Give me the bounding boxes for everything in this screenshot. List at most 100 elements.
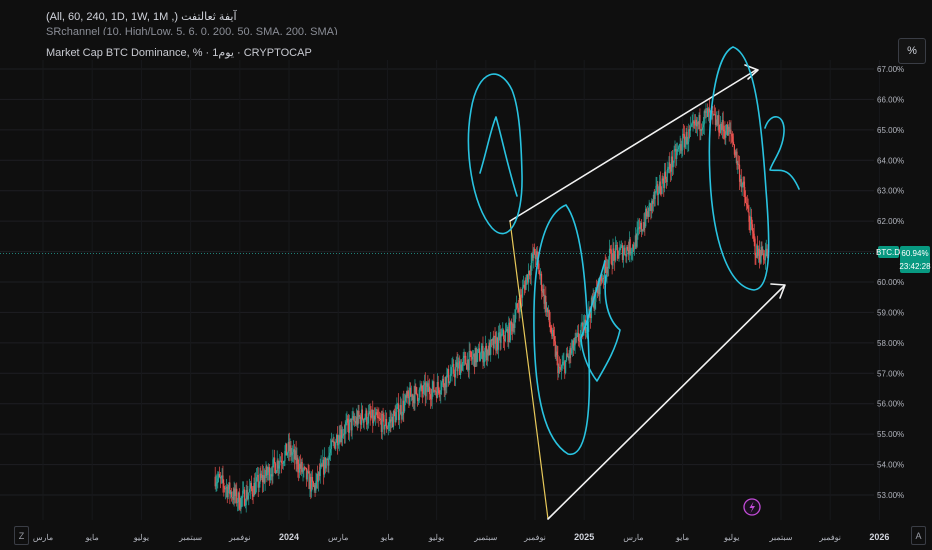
candle-body [323, 457, 326, 475]
candle-body [377, 416, 379, 418]
candle-body [620, 246, 622, 249]
candle-body [272, 459, 274, 477]
candle-body [309, 477, 311, 489]
candle-body [277, 460, 279, 469]
candle-body [406, 391, 408, 398]
candle-body [507, 329, 509, 343]
candle-body [499, 332, 501, 343]
timezone-toggle-button[interactable]: Z [14, 526, 29, 545]
candle-body [319, 467, 321, 477]
percent-scale-button[interactable]: % [898, 38, 926, 64]
candle-body [743, 181, 745, 187]
candle-body [387, 426, 389, 429]
candle-body [618, 254, 620, 259]
indicator-legend[interactable]: SRchannel (10, High/Low, 5, 6, 0, 200, 5… [46, 26, 338, 35]
candle-body [450, 373, 452, 375]
x-tick-label: يوليو [428, 533, 444, 542]
candle-body [339, 435, 341, 443]
candle-body [536, 251, 538, 257]
candle-body [664, 171, 666, 189]
auto-scale-button[interactable]: A [911, 526, 926, 545]
x-tick-label: سبتمبر [769, 533, 793, 542]
candle-body [465, 355, 467, 365]
candle-body [758, 248, 760, 260]
candle-body [297, 457, 299, 470]
candle-body [542, 288, 544, 293]
candle-body [497, 332, 500, 350]
candle-body [534, 248, 536, 255]
chart-grid [0, 60, 880, 520]
y-tick-label: 58.00% [877, 339, 904, 348]
candle-body [474, 348, 476, 367]
candle-body [466, 364, 468, 370]
candle-body [236, 502, 239, 503]
candle-body [632, 244, 634, 252]
candle-body [717, 115, 719, 125]
candle-body [725, 133, 727, 138]
candle-body [358, 410, 360, 417]
candle-body [321, 464, 323, 467]
candle-body [225, 486, 227, 489]
candle-body [594, 301, 596, 309]
candle-body [602, 278, 605, 279]
candle-body [599, 276, 601, 295]
candle-body [515, 309, 517, 319]
candle-body [451, 365, 453, 374]
candle-body [456, 362, 458, 372]
candle-body [397, 403, 399, 408]
candle-body [323, 459, 325, 475]
x-tick-label: 2024 [279, 532, 299, 542]
x-tick-label: مايو [380, 533, 394, 542]
candle-body [283, 461, 285, 464]
candle-body [508, 322, 510, 343]
candle-body [738, 163, 740, 165]
candle-body [724, 131, 726, 138]
y-tick-label: 62.00% [877, 217, 904, 226]
candle-body [261, 475, 264, 483]
candle-body [271, 474, 273, 477]
candle-body [649, 203, 651, 205]
candle-body [418, 389, 420, 401]
candle-body [466, 359, 469, 370]
candle-body [695, 119, 698, 127]
candle-body [267, 467, 270, 473]
candle-body [441, 378, 444, 383]
symbol-title[interactable]: Market Cap BTC Dominance, % · 1يوم · CRY… [46, 47, 312, 59]
candle-body [289, 445, 291, 451]
lightning-icon[interactable] [743, 498, 761, 516]
candle-body [269, 475, 271, 481]
candle-body [708, 108, 711, 113]
candle-body [674, 149, 676, 150]
candle-body [362, 419, 364, 423]
candle-body [607, 267, 609, 269]
candle-body [221, 475, 223, 477]
candle-body [238, 492, 240, 509]
candle-body [327, 459, 329, 466]
candle-body [445, 377, 447, 388]
candle-body [617, 250, 619, 259]
candle-body [673, 149, 675, 163]
candle-body [348, 422, 350, 433]
candle-body [364, 418, 366, 420]
candle-body [438, 388, 440, 394]
candle-body [285, 443, 287, 452]
candle-body [534, 254, 537, 260]
candle-body [349, 418, 351, 420]
candle-body [442, 378, 444, 386]
candle-body [567, 356, 569, 358]
candle-body [602, 278, 604, 282]
candle-body [240, 497, 242, 509]
candle-body [322, 459, 324, 467]
candle-body [286, 443, 288, 456]
candle-body [422, 384, 425, 394]
candle-body [579, 333, 581, 341]
candle-body [657, 184, 659, 196]
candle-body [563, 361, 565, 363]
candle-body [249, 488, 251, 493]
candle-body [408, 396, 410, 405]
drawings [467, 46, 800, 520]
candle-body [230, 491, 232, 495]
candle-body [625, 254, 627, 257]
candle-body [651, 200, 654, 204]
